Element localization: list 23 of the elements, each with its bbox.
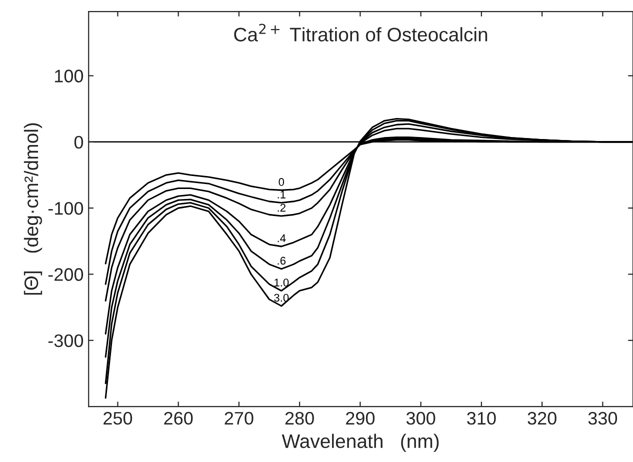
y-axis-title: [Θ] (deg·cm²/dmol) — [24, 123, 42, 295]
y-tick-label: 0 — [74, 136, 84, 149]
x-tick-label: 270 — [224, 412, 254, 425]
x-tick-label: 320 — [528, 412, 556, 425]
series-label: .2 — [278, 204, 286, 212]
y-tick-label: 100 — [55, 70, 84, 82]
y-tick-label: -300 — [48, 334, 84, 348]
series-label: .6 — [278, 256, 286, 265]
series-label: 1.0 — [274, 278, 289, 286]
x-tick-label: 280 — [285, 412, 314, 425]
series-label: 0 — [278, 178, 284, 186]
x-tick-label: 330 — [588, 412, 618, 425]
text: Ca$^{2+}$ Titration of Osteocalcin — [234, 24, 488, 42]
y-tick-label: -200 — [48, 268, 84, 281]
x-tick-label: 310 — [467, 412, 496, 425]
x-tick-label: 300 — [406, 412, 436, 425]
x-tick-label: 250 — [104, 412, 132, 425]
y-tick-label: -100 — [48, 202, 84, 215]
series-label: .1 — [278, 190, 286, 198]
series-label: .4 — [278, 234, 286, 242]
x-tick-label: 260 — [164, 412, 193, 425]
x-axis-title: Wavelenath (nm) — [282, 434, 439, 452]
x-tick-label: 290 — [346, 412, 375, 425]
